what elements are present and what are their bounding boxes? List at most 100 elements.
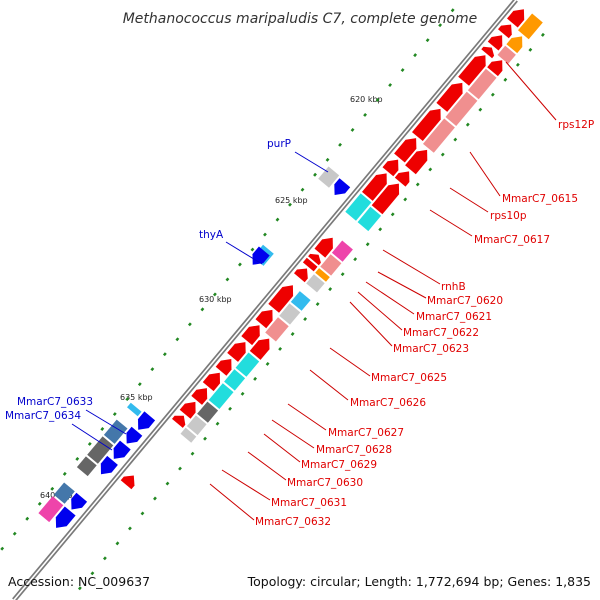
- scale-tick: [77, 586, 82, 591]
- forward-gene: [55, 506, 76, 528]
- scale-tick: [413, 53, 418, 58]
- gene-label-thyA: thyA: [199, 229, 224, 241]
- forward-gene: [100, 455, 118, 475]
- scale-tick: [137, 382, 142, 387]
- scale-tick: [12, 531, 17, 536]
- reverse-gene: [497, 45, 516, 64]
- leader-line: [449, 187, 489, 213]
- scale-label: 625 kbp: [275, 196, 308, 205]
- forward-gene: [53, 482, 75, 504]
- scale-tick: [303, 317, 308, 321]
- reverse-gene: [255, 309, 273, 329]
- leader-line: [287, 403, 327, 431]
- scale-tick: [175, 337, 180, 342]
- forward-gene: [138, 411, 156, 430]
- forward-gene: [252, 246, 270, 265]
- leader-line: [357, 291, 403, 331]
- reverse-gene: [235, 352, 260, 377]
- scale-tick: [100, 427, 105, 431]
- reverse-gene: [224, 369, 246, 391]
- reverse-gene: [498, 24, 512, 39]
- forward-strand-genes: [38, 166, 351, 528]
- forward-gene: [334, 178, 351, 195]
- leader-line: [294, 151, 329, 173]
- reverse-gene: [249, 338, 270, 360]
- scale-tick: [265, 361, 270, 366]
- reverse-gene: [308, 253, 321, 266]
- scale-tick: [353, 257, 358, 262]
- reverse-gene: [382, 159, 399, 177]
- scale-tick: [140, 511, 145, 516]
- gene-label-MmarC7_0625: MmarC7_0625: [371, 372, 447, 384]
- forward-gene: [71, 492, 88, 510]
- leader-line: [429, 209, 473, 237]
- scale-tick: [540, 32, 545, 37]
- scale-tick: [438, 23, 443, 28]
- scale-tick: [350, 127, 355, 132]
- gene-label-MmarC7_0620: MmarC7_0620: [427, 295, 503, 307]
- reverse-gene: [314, 237, 333, 258]
- scale-tick: [50, 486, 55, 491]
- reverse-gene: [518, 13, 543, 40]
- reverse-gene: [506, 36, 523, 54]
- scale-tick: [503, 77, 508, 82]
- reverse-gene: [394, 171, 410, 187]
- reverse-gene: [191, 388, 208, 405]
- scale-tick: [263, 232, 267, 237]
- leader-line: [349, 301, 393, 347]
- reverse-gene: [315, 268, 330, 282]
- scale-tick: [203, 436, 207, 441]
- scale-tick: [388, 83, 393, 87]
- reverse-gene: [172, 415, 186, 428]
- reverse-gene: [302, 257, 318, 272]
- reverse-gene: [394, 138, 417, 163]
- scale-tick: [338, 142, 342, 147]
- reverse-gene: [487, 35, 503, 51]
- reverse-gene: [294, 268, 308, 283]
- leader-line: [209, 483, 255, 521]
- reverse-gene: [345, 193, 372, 221]
- gene-label-MmarC7_0621: MmarC7_0621: [416, 311, 492, 323]
- leader-line: [505, 61, 557, 121]
- scale-tick: [363, 112, 367, 117]
- gene-label-MmarC7_0630: MmarC7_0630: [287, 477, 363, 489]
- leader-line: [329, 347, 371, 377]
- topology-text: Topology: circular; Length: 1,772,694 bp…: [247, 574, 591, 589]
- leader-line: [271, 419, 315, 449]
- gene-label-MmarC7_0623: MmarC7_0623: [393, 343, 469, 355]
- scale-tick: [87, 442, 92, 446]
- reverse-gene: [197, 401, 219, 423]
- forward-gene: [87, 436, 114, 464]
- reverse-gene: [179, 401, 196, 419]
- gene-label-MmarC7_0631: MmarC7_0631: [271, 497, 347, 509]
- leader-line: [225, 241, 263, 265]
- reverse-gene: [436, 82, 463, 112]
- reverse-gene: [467, 68, 497, 100]
- scale-tick: [128, 526, 132, 531]
- reverse-gene: [279, 303, 301, 325]
- scale-tick: [415, 182, 420, 187]
- scale-tick: [162, 352, 167, 357]
- gene-label-MmarC7_0615: MmarC7_0615: [502, 193, 578, 205]
- gene-label-MmarC7_0634: MmarC7_0634: [5, 410, 81, 422]
- scale-tick: [453, 137, 458, 142]
- forward-gene: [113, 440, 131, 459]
- reverse-gene: [320, 254, 342, 276]
- scale-tick: [450, 8, 455, 13]
- scale-tick: [403, 197, 408, 202]
- scale-tick: [238, 262, 242, 267]
- scale-tick: [62, 471, 67, 476]
- scale-tick: [313, 172, 317, 177]
- leader-line: [85, 409, 127, 435]
- scale-tick: [212, 292, 217, 297]
- reverse-gene: [412, 108, 441, 141]
- scale-tick: [490, 92, 495, 97]
- reverse-gene: [423, 118, 455, 153]
- reverse-gene: [180, 427, 197, 443]
- reverse-gene: [186, 415, 207, 436]
- scale-tick: [178, 466, 182, 471]
- scale-tick: [90, 571, 95, 576]
- scale-tick: [300, 187, 305, 192]
- reverse-gene: [202, 372, 220, 392]
